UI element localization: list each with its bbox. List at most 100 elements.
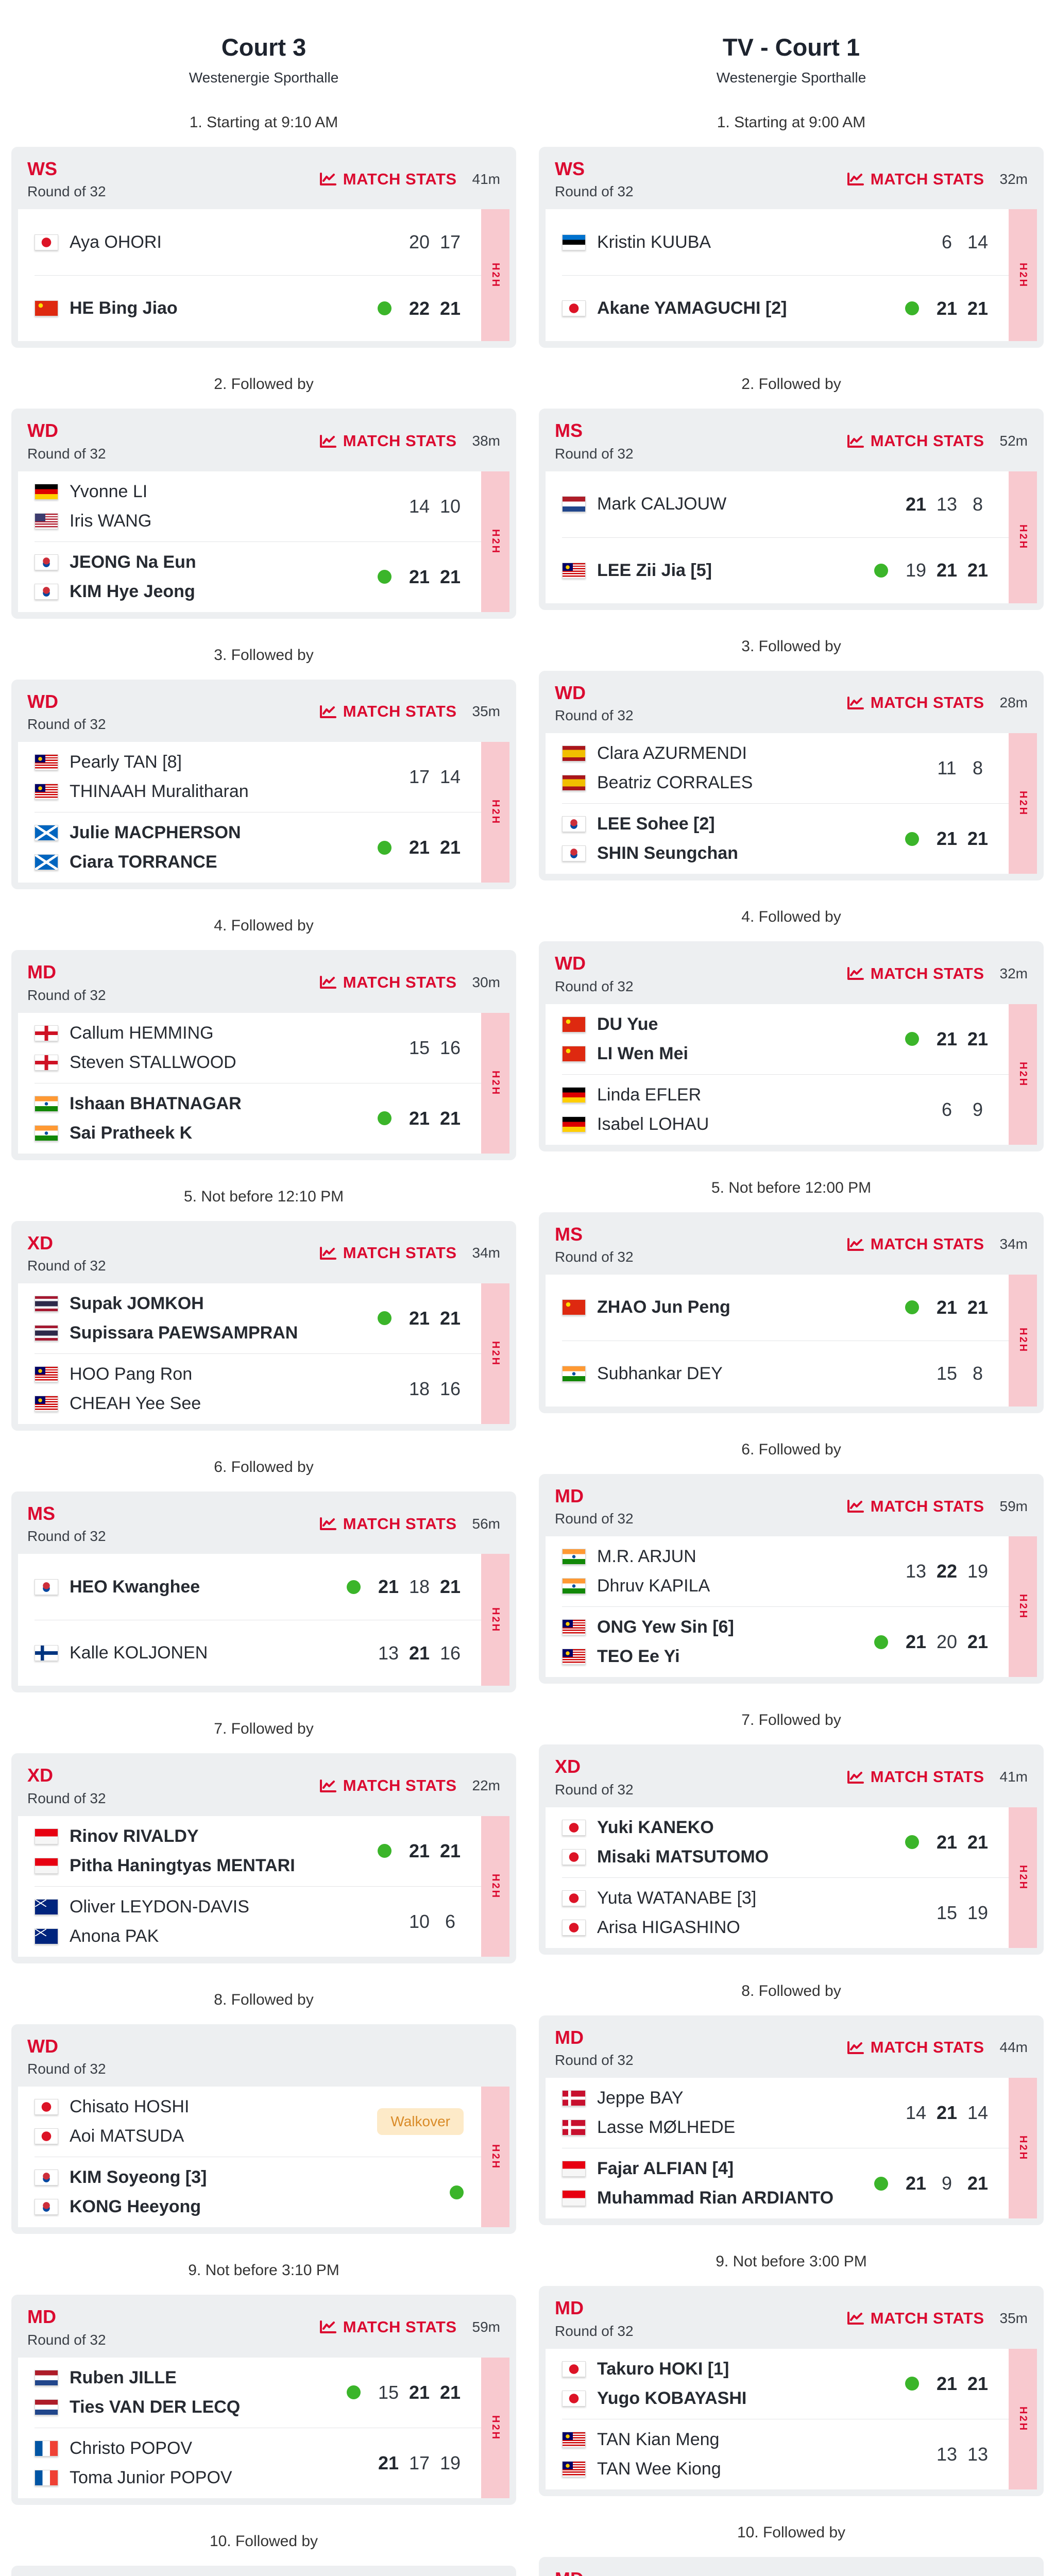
match-stats-link[interactable]: MATCH STATS — [847, 1497, 984, 1516]
h2h-tab[interactable]: H2H — [1009, 209, 1037, 342]
match-card[interactable]: WD Round of 32 MATCH STATS 32m DU Yue LI Wen … — [539, 941, 1044, 1151]
player-list: Jeppe BAY Lasse MØLHEDE — [562, 2088, 892, 2138]
game-score: 13 — [936, 493, 958, 515]
match-card[interactable]: MS Round of 32 MATCH STATS 56m HEO Kwanghee 2… — [11, 1491, 516, 1693]
match-card[interactable]: WS Round of 32 MATCH STATS 32m Kristin KUUBA… — [539, 147, 1044, 348]
match-stats-link[interactable]: MATCH STATS — [847, 1235, 984, 1253]
match-stats-link[interactable]: MATCH STATS — [847, 432, 984, 450]
h2h-tab[interactable]: H2H — [1009, 1004, 1037, 1145]
match-stats-link[interactable]: MATCH STATS — [319, 1244, 457, 1262]
chart-icon — [319, 1779, 337, 1793]
player-list: Aya OHORI — [35, 232, 396, 252]
match-card[interactable]: MD Round of 32 MATCH STATS 30m Callum HEMMIN… — [11, 950, 516, 1160]
game-score: 13 — [967, 2443, 989, 2465]
game-scores: 6 14 — [933, 231, 991, 253]
teams: Aya OHORI 20 17 HE Bing Jiao 22 21 — [18, 209, 481, 341]
h2h-tab[interactable]: H2H — [1009, 1274, 1037, 1406]
match-stats-link[interactable]: MATCH STATS — [847, 964, 984, 983]
player-list: Supak JOMKOH Supissara PAEWSAMPRAN — [35, 1294, 367, 1343]
match-card-body: Supak JOMKOH Supissara PAEWSAMPRAN 21 21 HOO… — [18, 1283, 509, 1424]
match-card-body: Mark CALJOUW 21 13 8 LEE Zii Jia [5] 19 21 21 H2… — [546, 471, 1037, 603]
match-duration: 34m — [999, 1236, 1028, 1252]
player: Clara AZURMENDI — [562, 743, 923, 764]
match-card[interactable]: MD Round of 32 MATCH STATS 44m Jeppe BAY Lass… — [539, 2015, 1044, 2226]
match-stats-link[interactable]: MATCH STATS — [847, 2309, 984, 2328]
match-card-header-left: MS Round of 32 — [555, 420, 634, 462]
game-scores: 14 10 — [406, 496, 464, 517]
team-row: Fajar ALFIAN [4] Muhammad Rian ARDIANTO 21… — [562, 2148, 1009, 2218]
game-score: 16 — [439, 1642, 461, 1664]
match-stats-link[interactable]: MATCH STATS — [847, 2038, 984, 2057]
winner-dot-icon — [905, 2377, 919, 2391]
match-stats-link[interactable]: MATCH STATS — [319, 702, 457, 721]
match-card[interactable]: MS Round of 32 MATCH STATS 34m ZHAO Jun Peng… — [539, 1212, 1044, 1413]
h2h-label: H2H — [490, 800, 501, 825]
h2h-tab[interactable]: H2H — [481, 471, 509, 612]
chart-icon — [847, 1238, 864, 1251]
h2h-tab[interactable]: H2H — [1009, 1536, 1037, 1677]
h2h-tab[interactable]: H2H — [481, 2357, 509, 2498]
team-row: DU Yue LI Wen Mei 21 21 — [562, 1004, 1009, 1074]
match-card-body: ZHAO Jun Peng 21 21 Subhankar DEY 15 8 H2H — [546, 1274, 1037, 1406]
h2h-tab[interactable]: H2H — [481, 1816, 509, 1957]
match-card[interactable]: MS Round of 32 MATCH STATS 52m Mark CALJOUW 2… — [539, 409, 1044, 610]
category-label: MS — [555, 420, 583, 442]
schedule-label: 5. Not before 12:10 PM — [183, 1188, 344, 1205]
player: JEONG Na Eun — [35, 552, 367, 572]
chart-icon — [847, 967, 864, 980]
h2h-tab[interactable]: H2H — [481, 1283, 509, 1424]
h2h-tab[interactable]: H2H — [481, 1012, 509, 1154]
team-result: 21 18 21 — [336, 1576, 464, 1598]
match-stats-link[interactable]: MATCH STATS — [319, 1515, 457, 1533]
match-stats-link[interactable]: MATCH STATS — [847, 1768, 984, 1786]
match-card[interactable]: XD Round of 32 MATCH STATS 34m Supak JOMKOH S… — [11, 1221, 516, 1431]
game-score: 17 — [409, 766, 430, 788]
match-card[interactable]: MD Round of 32 MATCH STATS 35m Takuro HOKI [… — [539, 2286, 1044, 2496]
player-name: DU Yue — [597, 1014, 658, 1034]
h2h-label: H2H — [490, 1607, 501, 1633]
match-stats-link[interactable]: MATCH STATS — [319, 973, 457, 992]
flag-my-icon — [35, 1366, 58, 1382]
match-card[interactable]: XD Round of 32 MATCH STATS 22m Rinov RIVALDY… — [11, 1753, 516, 1963]
match-stats-label: MATCH STATS — [343, 702, 457, 721]
match-stats-link[interactable]: MATCH STATS — [319, 432, 457, 450]
game-score: 21 — [439, 837, 461, 858]
match-card[interactable]: WD Round of 32 Chisato HOSHI Aoi MATSUDA Wal… — [11, 2024, 516, 2234]
match-stats-link[interactable]: MATCH STATS — [319, 2318, 457, 2336]
team-result: 19 21 21 — [864, 560, 991, 581]
flag-in-icon — [562, 1578, 586, 1595]
game-scores: 21 21 — [406, 566, 464, 588]
match-stats-link[interactable]: MATCH STATS — [847, 693, 984, 712]
h2h-tab[interactable]: H2H — [1009, 733, 1037, 874]
match-stats-link[interactable]: MATCH STATS — [847, 170, 984, 189]
h2h-tab[interactable]: H2H — [481, 1554, 509, 1686]
h2h-tab[interactable]: H2H — [1009, 471, 1037, 603]
match-card[interactable]: XD Round of 32 MATCH STATS 41m Yuki KANEKO Mi… — [539, 1744, 1044, 1955]
match-card[interactable]: MD Round of 32 MATCH STATS 59m M.R. ARJUN Dhr… — [539, 1473, 1044, 1684]
h2h-tab[interactable]: H2H — [481, 742, 509, 883]
winner-dot-icon — [378, 570, 392, 584]
chart-icon — [319, 2320, 337, 2334]
match-card[interactable]: WD Round of 32 MATCH STATS 28m Clara AZURMEN… — [539, 670, 1044, 881]
match-stats-link[interactable]: MATCH STATS — [319, 170, 457, 189]
h2h-tab[interactable]: H2H — [1009, 1807, 1037, 1948]
team-result: 10 6 — [396, 1911, 464, 1933]
match-card[interactable]: WS Round of 32 MATCH STATS 41m Aya OHORI 20 17… — [11, 147, 516, 348]
h2h-tab[interactable]: H2H — [1009, 2348, 1037, 2489]
match-stats-link[interactable]: MATCH STATS — [319, 1776, 457, 1795]
game-scores: 21 18 21 — [375, 1576, 464, 1598]
match-card[interactable]: WD Round of 32 MATCH STATS 38m Yvonne LI Iris… — [11, 409, 516, 619]
player: Sai Pratheek K — [35, 1123, 367, 1143]
match-card[interactable]: WD Round of 32 MATCH STATS 35m Pearly TAN [8… — [11, 679, 516, 890]
h2h-tab[interactable]: H2H — [481, 209, 509, 342]
schedule-label: 3. Followed by — [214, 646, 314, 664]
team-result: 15 8 — [923, 1363, 991, 1384]
flag-nz-icon — [35, 1928, 58, 1944]
h2h-tab[interactable]: H2H — [1009, 2078, 1037, 2219]
h2h-tab[interactable]: H2H — [481, 2087, 509, 2228]
match-card-body: DU Yue LI Wen Mei 21 21 Linda EFLER Isabel LO… — [546, 1004, 1037, 1145]
round-label: Round of 32 — [27, 2061, 106, 2077]
match-card[interactable]: MD Round of 32 MATCH STATS 59m Ruben JILLE Ti… — [11, 2295, 516, 2505]
